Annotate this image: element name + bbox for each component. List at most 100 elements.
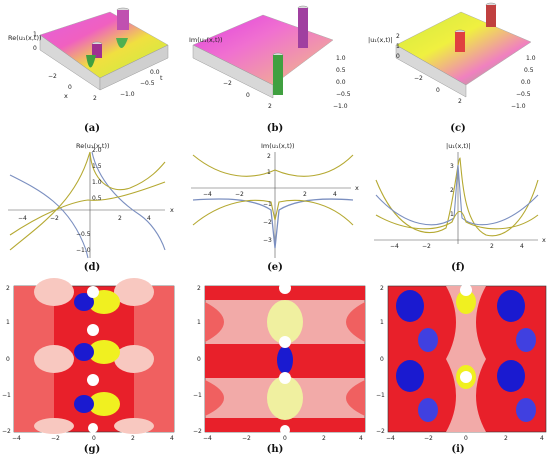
c-xtick: 2 <box>458 98 462 105</box>
f-xtick: 4 <box>520 243 524 250</box>
i-xtick: 2 <box>504 435 508 442</box>
g-ytick: 1 <box>6 319 10 326</box>
a-ztick: 0 <box>33 45 37 52</box>
panel-i: 2 1 0 −1 −2 −4 −2 0 2 4 <box>366 282 550 442</box>
i-ytick: −2 <box>376 428 385 435</box>
a-ttick: −1.0 <box>120 91 135 98</box>
e-xtick: −2 <box>235 191 244 198</box>
line-plot-e: Im(u₁(x,t)) x −4 −2 2 4 2 1 −1 −2 −3 <box>191 142 359 258</box>
f-ytick: 3 <box>450 163 454 170</box>
c-xtick: −2 <box>414 75 423 82</box>
caption-d: (d) <box>83 262 101 273</box>
e-xtick: 4 <box>333 191 337 198</box>
g-xtick: 2 <box>131 435 135 442</box>
b-zlabel: Im(u₁(x,t)) <box>189 36 223 44</box>
line-plot-f: |u₁(x,t)| x −4 −2 2 4 3 2 1 <box>374 142 546 250</box>
e-ytick: −3 <box>263 237 272 244</box>
h-ytick: 0 <box>197 356 201 363</box>
d-ytick: 1.0 <box>92 179 102 186</box>
c-xtick: 0 <box>436 87 440 94</box>
surface-plot-b: Im(u₁(x,t)) 1.0 0.5 0.0 −0.5 −1.0 −2 0 2 <box>189 5 351 110</box>
d-ytick: −1.0 <box>76 247 91 254</box>
c-ttick: 0.5 <box>524 67 534 74</box>
f-title: |u₁(x,t)| <box>446 142 471 150</box>
c-ttick: −1.0 <box>511 103 526 110</box>
contour-plot-h: 2 1 0 −1 −2 −4 −2 0 2 4 <box>193 282 366 442</box>
h-ytick: −1 <box>193 392 202 399</box>
d-ytick: 2.0 <box>92 147 102 154</box>
h-ytick: 2 <box>197 285 201 292</box>
panel-d: Re(u₁(x,t)) x −4 −2 2 4 2.0 1.5 1.0 0.5 … <box>0 140 183 260</box>
c-ttick: −0.5 <box>516 91 531 98</box>
c-ztick: 0 <box>396 53 400 60</box>
h-xtick: −4 <box>203 435 212 442</box>
d-xtick: −2 <box>50 215 59 222</box>
i-ytick: 1 <box>380 319 384 326</box>
panel-b: Im(u₁(x,t)) 1.0 0.5 0.0 −0.5 −1.0 −2 0 2 <box>183 0 366 120</box>
a-ttick: −0.5 <box>140 80 155 87</box>
h-xtick: 2 <box>322 435 326 442</box>
panel-c: |u₁(x,t)| 2 1 0 1.0 0.5 0.0 −0.5 −1.0 −2… <box>366 0 550 120</box>
c-ztick: 1 <box>396 43 400 50</box>
contour-plot-i: 2 1 0 −1 −2 −4 −2 0 2 4 <box>376 284 547 442</box>
i-xtick: 0 <box>464 435 468 442</box>
i-ytick: −1 <box>376 392 385 399</box>
c-zlabel: |u₁(x,t)| <box>368 36 393 44</box>
d-xtick: 2 <box>118 215 122 222</box>
panel-g: 2 1 0 −1 −2 −4 −2 0 2 4 <box>0 278 183 442</box>
h-xtick: 4 <box>359 435 363 442</box>
f-xtick: −2 <box>422 243 431 250</box>
d-xtick: 4 <box>147 215 151 222</box>
b-ttick: 1.0 <box>336 55 346 62</box>
surface-plot-a: Re(u₁(x,t)) 1 0 −2 0 2 x −1.0 −0.5 0.0 t <box>8 7 169 102</box>
caption-f: (f) <box>451 262 465 273</box>
i-xtick: −4 <box>386 435 395 442</box>
e-xtick: 2 <box>303 191 307 198</box>
e-ytick: −2 <box>263 219 272 226</box>
a-ztick: 1 <box>33 31 37 38</box>
b-ttick: −1.0 <box>333 103 348 110</box>
e-ytick: 1 <box>267 169 271 176</box>
g-xtick: −4 <box>12 435 21 442</box>
d-xtick: −4 <box>18 215 27 222</box>
h-ytick: 1 <box>197 319 201 326</box>
caption-h: (h) <box>266 444 284 455</box>
f-xlabel: x <box>542 236 546 244</box>
f-ytick: 1 <box>450 211 454 218</box>
g-ytick: 2 <box>6 285 10 292</box>
e-ytick: −1 <box>263 201 272 208</box>
f-ytick: 2 <box>450 187 454 194</box>
a-xlabel: x <box>64 92 68 100</box>
caption-e: (e) <box>267 262 283 273</box>
h-xtick: 0 <box>283 435 287 442</box>
i-xtick: −2 <box>424 435 433 442</box>
i-ytick: 2 <box>380 285 384 292</box>
c-ttick: 0.0 <box>521 79 531 86</box>
line-plot-d: Re(u₁(x,t)) x −4 −2 2 4 2.0 1.5 1.0 0.5 … <box>8 142 174 259</box>
b-ttick: 0.5 <box>336 67 346 74</box>
h-xtick: −2 <box>242 435 251 442</box>
d-ytick: 1.5 <box>92 163 102 170</box>
contour-plot-g: 2 1 0 −1 −2 −4 −2 0 2 4 <box>2 278 175 442</box>
d-ytick: 0.5 <box>92 195 102 202</box>
b-xtick: 0 <box>246 92 250 99</box>
b-xtick: −2 <box>223 80 232 87</box>
f-xtick: 2 <box>490 243 494 250</box>
a-xtick: 0 <box>68 84 72 91</box>
d-xlabel: x <box>170 206 174 214</box>
panel-f: |u₁(x,t)| x −4 −2 2 4 3 2 1 <box>366 140 550 260</box>
a-xtick: 2 <box>93 95 97 102</box>
a-tlabel: t <box>160 74 163 82</box>
d-ytick: −0.5 <box>76 231 91 238</box>
c-ttick: 1.0 <box>526 55 536 62</box>
g-ytick: −1 <box>2 392 11 399</box>
f-xtick: −4 <box>390 243 399 250</box>
i-ytick: 0 <box>380 356 384 363</box>
e-xlabel: x <box>355 184 359 192</box>
c-ztick: 2 <box>396 33 400 40</box>
a-ttick: 0.0 <box>150 69 160 76</box>
caption-c: (c) <box>450 123 466 134</box>
panel-h: 2 1 0 −1 −2 −4 −2 0 2 4 <box>183 282 366 442</box>
e-xtick: −4 <box>203 191 212 198</box>
b-ttick: −0.5 <box>336 91 351 98</box>
